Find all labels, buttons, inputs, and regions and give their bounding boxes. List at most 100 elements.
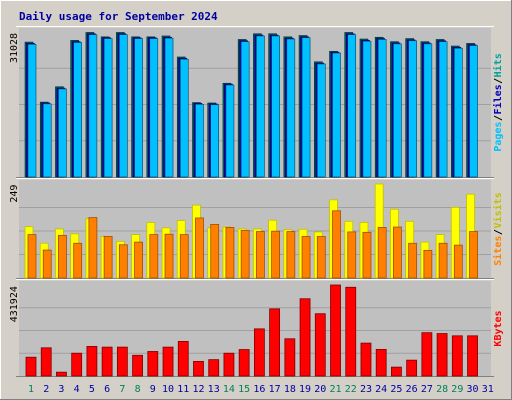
sites-bar bbox=[317, 236, 325, 278]
sites-bar bbox=[165, 234, 173, 278]
panel-visits: 249 Sites/Visits bbox=[9, 179, 504, 279]
sites-bar bbox=[28, 235, 36, 278]
x-tick-label: 26 bbox=[406, 384, 418, 395]
x-tick-label: 20 bbox=[314, 384, 326, 395]
panel-kbytes-side-legend: KBytes bbox=[493, 310, 504, 346]
kbytes-bar bbox=[56, 372, 66, 376]
panel-kbytes-legend-kbytes: KBytes bbox=[493, 310, 504, 346]
x-tick-label: 12 bbox=[192, 384, 204, 395]
x-tick-label: 30 bbox=[467, 384, 479, 395]
kbytes-bar bbox=[270, 309, 280, 376]
x-tick-label: 24 bbox=[375, 384, 387, 395]
sites-bar bbox=[409, 243, 417, 278]
sites-bar bbox=[195, 218, 203, 278]
x-tick-label: 23 bbox=[360, 384, 372, 395]
pages-bar bbox=[302, 38, 310, 177]
kbytes-bar bbox=[239, 350, 249, 376]
kbytes-bar bbox=[178, 341, 188, 376]
pages-bar bbox=[135, 39, 143, 177]
pages-bar bbox=[226, 85, 234, 177]
sites-bar bbox=[74, 243, 82, 278]
sites-bar bbox=[58, 235, 66, 278]
panel-hits-legend-files: Files bbox=[492, 84, 504, 114]
sites-bar bbox=[302, 236, 310, 278]
x-tick-label: 18 bbox=[284, 384, 296, 395]
sites-bar bbox=[439, 243, 447, 278]
x-tick-label: 10 bbox=[162, 384, 174, 395]
kbytes-bar bbox=[193, 361, 203, 376]
pages-bar bbox=[74, 43, 82, 177]
sites-bar bbox=[287, 232, 295, 278]
panel-hits: 31028 Pages/Files/Hits bbox=[9, 27, 504, 178]
sites-bar bbox=[135, 242, 143, 278]
x-tick-label: 19 bbox=[299, 384, 311, 395]
x-tick-label: 27 bbox=[421, 384, 433, 395]
pages-bar bbox=[317, 64, 325, 177]
pages-bar bbox=[363, 41, 371, 177]
sites-bar bbox=[211, 224, 219, 278]
x-tick-label: 9 bbox=[150, 384, 156, 395]
sites-bar bbox=[226, 227, 234, 278]
sites-bar bbox=[119, 245, 127, 278]
x-tick-label: 21 bbox=[329, 384, 341, 395]
panel-hits-ymax-label: 31028 bbox=[9, 33, 20, 63]
kbytes-bar bbox=[361, 343, 371, 376]
pages-bar bbox=[195, 104, 203, 177]
sites-bar bbox=[333, 211, 341, 278]
x-tick-label: 13 bbox=[208, 384, 220, 395]
pages-bar bbox=[104, 39, 112, 177]
x-tick-label: 16 bbox=[253, 384, 265, 395]
panel-visits-ymax-label: 249 bbox=[9, 185, 20, 203]
kbytes-bar bbox=[87, 346, 97, 376]
x-tick-label: 7 bbox=[119, 384, 125, 395]
pages-bar bbox=[58, 89, 66, 177]
pages-bar bbox=[409, 41, 417, 177]
kbytes-bar bbox=[285, 339, 295, 376]
x-tick-label: 2 bbox=[43, 384, 49, 395]
x-tick-label: 22 bbox=[345, 384, 357, 395]
kbytes-bar bbox=[422, 333, 432, 376]
panel-kbytes-ymax-label: 431924 bbox=[9, 286, 20, 322]
kbytes-bar bbox=[331, 285, 341, 376]
pages-bar bbox=[119, 35, 127, 177]
panel-hits-legend-slash: / bbox=[493, 115, 504, 121]
x-tick-label: 15 bbox=[238, 384, 250, 395]
pages-bar bbox=[89, 35, 97, 177]
kbytes-bar bbox=[26, 357, 36, 376]
sites-bar bbox=[104, 236, 112, 278]
pages-bar bbox=[165, 38, 173, 177]
x-tick-label: 3 bbox=[58, 384, 64, 395]
sites-bar bbox=[378, 227, 386, 278]
pages-bar bbox=[150, 39, 158, 177]
sites-bar bbox=[348, 232, 356, 278]
x-tick-label: 25 bbox=[390, 384, 402, 395]
kbytes-bar bbox=[468, 336, 478, 376]
x-tick-label: 29 bbox=[451, 384, 463, 395]
sites-bar bbox=[180, 235, 188, 278]
sites-bar bbox=[43, 250, 51, 278]
panel-hits-legend-pages: Pages bbox=[493, 122, 504, 152]
kbytes-bar bbox=[376, 349, 386, 376]
pages-bar bbox=[470, 46, 478, 177]
pages-bar bbox=[439, 42, 447, 177]
pages-bar bbox=[211, 105, 219, 177]
sites-bar bbox=[470, 232, 478, 278]
sites-bar bbox=[150, 235, 158, 278]
sites-bar bbox=[89, 218, 97, 278]
x-tick-label: 11 bbox=[177, 384, 189, 395]
sites-bar bbox=[241, 230, 249, 278]
x-tick-label: 28 bbox=[436, 384, 448, 395]
pages-bar bbox=[43, 104, 51, 177]
kbytes-bar bbox=[452, 336, 462, 376]
sites-bar bbox=[256, 232, 264, 278]
pages-bar bbox=[333, 53, 341, 177]
pages-bar bbox=[241, 42, 249, 177]
panel-hits-legend-slash: / bbox=[493, 78, 504, 84]
kbytes-bar bbox=[346, 287, 356, 376]
panel-hits-side-legend: Pages/Files/Hits bbox=[492, 53, 504, 151]
pages-bar bbox=[287, 39, 295, 177]
x-tick-label: 4 bbox=[74, 384, 80, 395]
kbytes-bar bbox=[254, 329, 264, 376]
